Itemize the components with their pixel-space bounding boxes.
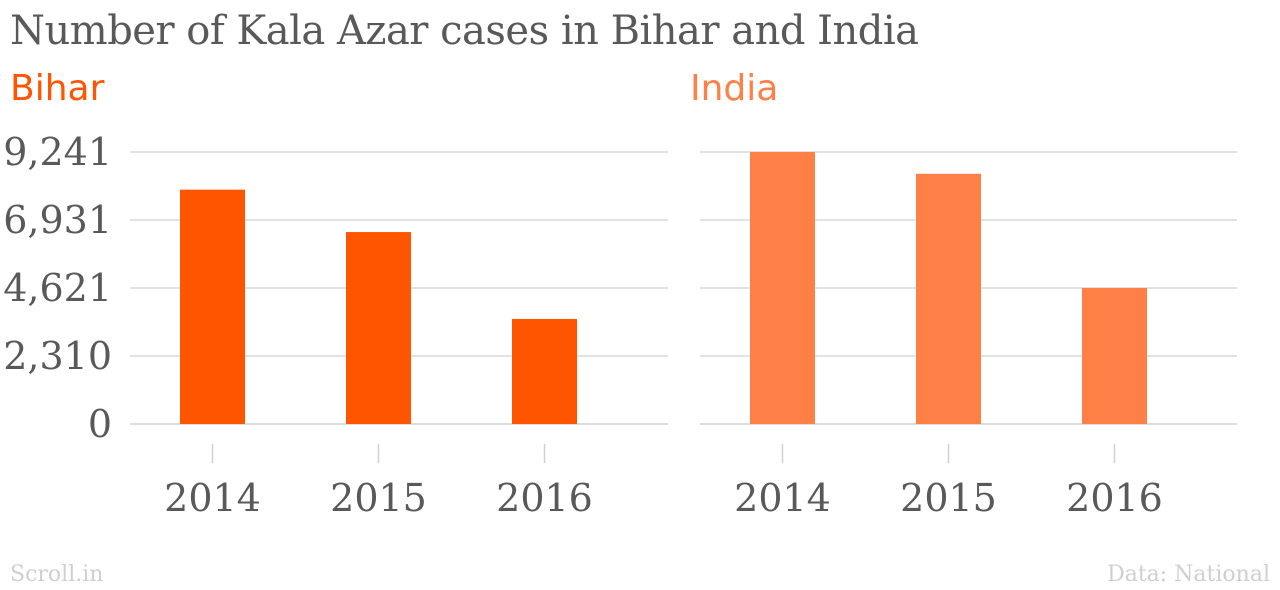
y-tick-label-2: 4,621: [3, 266, 112, 310]
bar-india-2016: [1082, 287, 1147, 424]
x-label-india-2016: 2016: [1066, 476, 1163, 520]
panel-title-india: India: [690, 68, 779, 109]
x-label-bihar-2014: 2014: [164, 476, 261, 520]
y-tick-label-1: 2,310: [3, 334, 112, 378]
x-label-bihar-2015: 2015: [330, 476, 427, 520]
bar-india-2015: [916, 173, 981, 424]
bar-bihar-2016: [512, 318, 577, 424]
panel-title-bihar: Bihar: [10, 68, 105, 109]
x-label-india-2015: 2015: [900, 476, 997, 520]
source-credit: Scroll.in: [10, 562, 104, 587]
bar-bihar-2015: [346, 232, 411, 424]
x-label-bihar-2016: 2016: [496, 476, 593, 520]
y-tick-label-4: 9,241: [3, 130, 112, 174]
data-source: Data: National: [1107, 562, 1270, 587]
x-label-india-2014: 2014: [734, 476, 831, 520]
y-tick-label-0: 0: [88, 402, 112, 446]
chart-title: Number of Kala Azar cases in Bihar and I…: [10, 8, 919, 54]
bar-bihar-2014: [180, 189, 245, 424]
bar-india-2014: [750, 152, 815, 424]
y-tick-label-3: 6,931: [3, 198, 112, 242]
